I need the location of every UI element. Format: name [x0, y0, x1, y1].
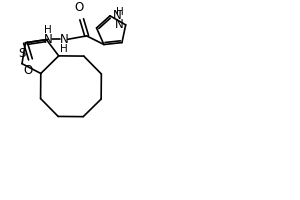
Text: S: S [18, 47, 26, 60]
Text: H: H [44, 25, 52, 35]
Text: N: N [44, 33, 53, 46]
Text: O: O [23, 64, 32, 77]
Text: H: H [60, 44, 68, 54]
Text: H: H [116, 7, 124, 17]
Text: N: N [115, 18, 124, 31]
Text: O: O [74, 1, 83, 14]
Text: N: N [59, 33, 68, 46]
Text: N: N [113, 9, 122, 22]
